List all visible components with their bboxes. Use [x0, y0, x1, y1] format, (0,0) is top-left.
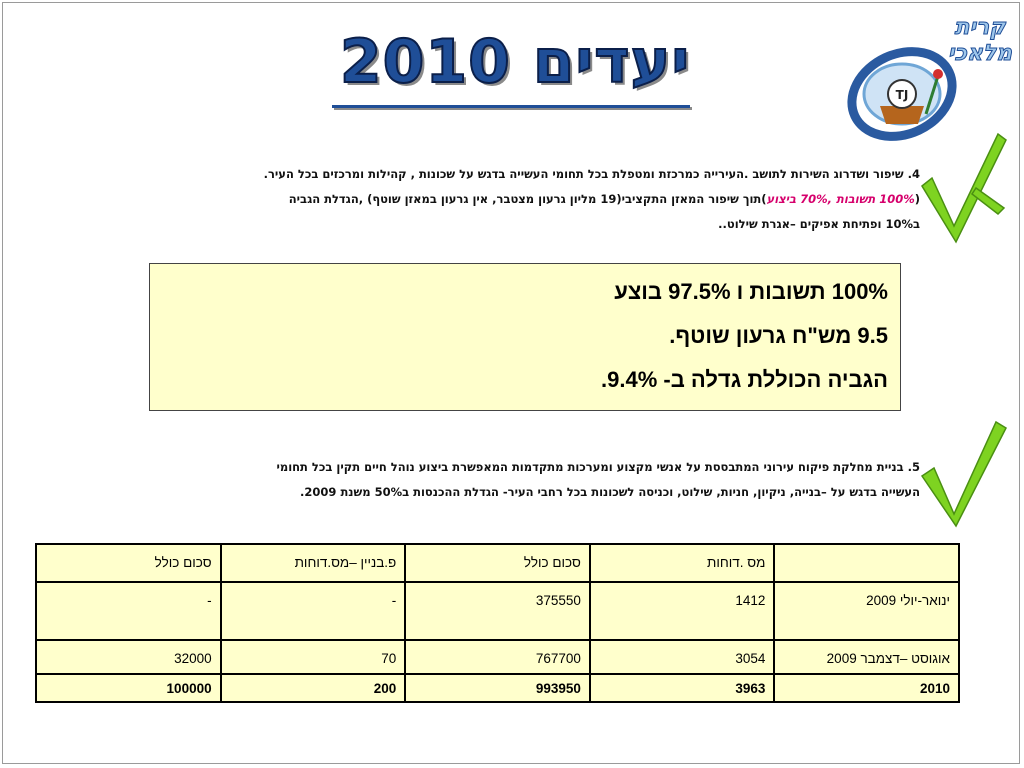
table-cell: 3054	[588, 639, 776, 675]
results-box: 100% תשובות ו 97.5% בוצע 9.5 מש"ח גרעון …	[149, 263, 901, 411]
enforcement-table: מס .דוחות סכום כולל פ.בניין –מס.דוחות סכ…	[35, 543, 960, 703]
goal-4-line-1: 4. שיפור ושדרוג השירות לתושב .העירייה כמ…	[263, 167, 920, 181]
table-cell: 767700	[404, 639, 591, 675]
table-header-cell: סכום כולל	[404, 543, 591, 583]
table-cell: 1412	[588, 581, 776, 641]
table-header-row: מס .דוחות סכום כולל פ.בניין –מס.דוחות סכ…	[35, 543, 960, 583]
goal-5-line-2: העשייה בדגש על –בנייה, ניקיון, חניות, שי…	[300, 485, 920, 499]
goal-4-highlight: 100% תשובות ,70% ביצוע	[766, 192, 915, 206]
page-title: יעדים 2010	[339, 26, 691, 98]
logo-text-bottom: מלאכי	[948, 41, 1013, 66]
goal-4-paren-open: (	[914, 192, 920, 206]
table-cell: -	[219, 581, 407, 641]
goal-4-text: 4. שיפור ושדרוג השירות לתושב .העירייה כמ…	[40, 162, 920, 237]
goal-4-line-2-rest: )תוך שיפור המאזן התקציבי(19 מליון גרעון …	[288, 192, 767, 206]
table-cell: 32000	[35, 639, 222, 675]
table-header-cell	[773, 543, 960, 583]
table-total-row: 2010 3963 993950 200 100000	[35, 673, 960, 703]
table-row: אוגוסט –דצמבר 2009 3054 767700 70 32000	[35, 639, 960, 675]
table-header-cell: מס .דוחות	[588, 543, 776, 583]
result-line-1: 100% תשובות ו 97.5% בוצע	[614, 279, 888, 304]
title-underline	[332, 105, 690, 108]
table-cell: 100000	[35, 673, 222, 703]
goal-4-line-2: (100% תשובות ,70% ביצוע)תוך שיפור המאזן …	[40, 187, 920, 212]
checkmark-icon	[920, 420, 1007, 528]
result-line-2: 9.5 מש"ח גרעון שוטף.	[669, 323, 888, 348]
table-cell: 3963	[588, 673, 776, 703]
table-cell: -	[35, 581, 222, 641]
goal-5-line-1: 5. בניית מחלקת פיקוח עירוני המתבססת על א…	[276, 460, 921, 474]
table-header-cell: פ.בניין –מס.דוחות	[219, 543, 407, 583]
table-cell: 70	[219, 639, 407, 675]
table-cell: 200	[219, 673, 407, 703]
table-row: ינואר-יולי 2009 1412 375550 - -	[35, 581, 960, 641]
table-cell: 375550	[404, 581, 591, 641]
table-cell: ינואר-יולי 2009	[773, 581, 960, 641]
logo-text-top: קרית	[955, 15, 1007, 40]
city-logo: TJ קרית מלאכי	[847, 15, 1014, 141]
checkmark-icon	[921, 132, 1007, 244]
table-cell: 993950	[404, 673, 591, 703]
table-cell: 2010	[773, 673, 960, 703]
table-header-cell: סכום כולל	[35, 543, 222, 583]
result-line-3: הגביה הכוללת גדלה ב- 9.4%.	[600, 367, 888, 392]
goal-4-line-3: ב10% ופתיחת אפיקים –אגרת שילוט..	[718, 217, 920, 231]
table-cell: אוגוסט –דצמבר 2009	[773, 639, 960, 675]
goal-5-text: 5. בניית מחלקת פיקוח עירוני המתבססת על א…	[40, 455, 921, 505]
logo-emblem-letters: TJ	[896, 88, 909, 102]
